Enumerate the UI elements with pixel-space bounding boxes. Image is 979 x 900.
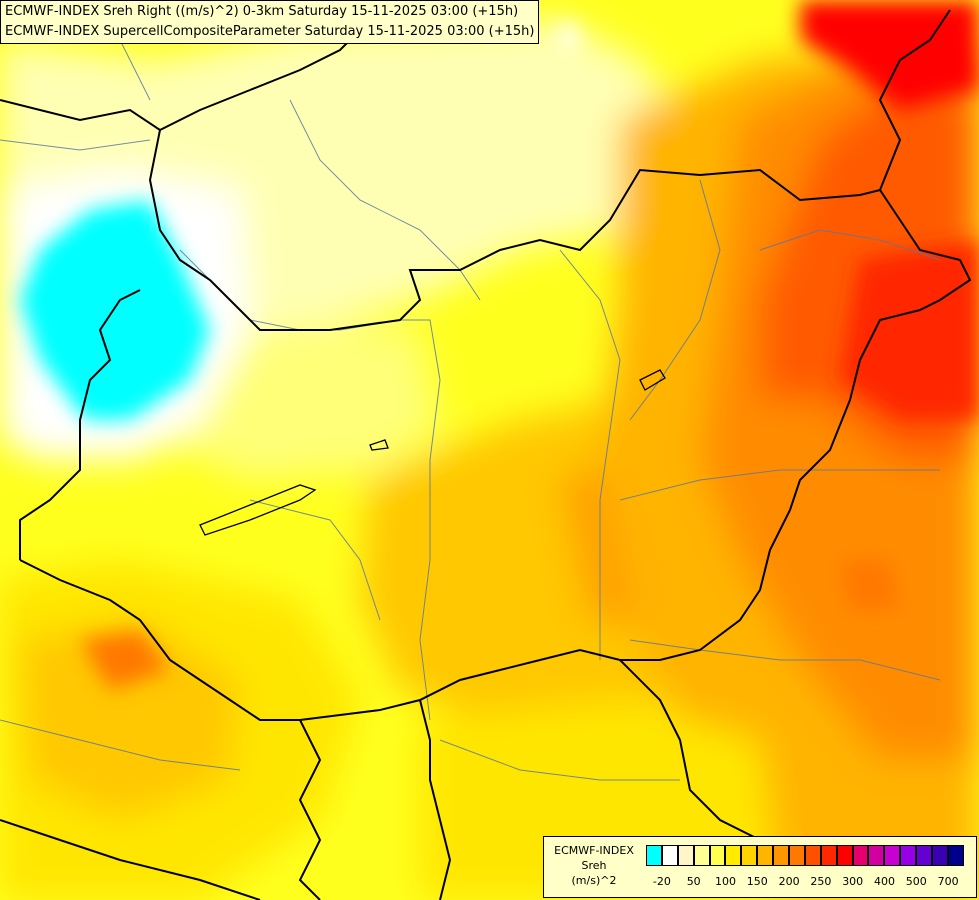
legend-swatch xyxy=(725,845,742,866)
field-detail xyxy=(20,0,979,690)
legend-title: ECMWF-INDEX Sreh (m/s)^2 xyxy=(546,843,642,888)
legend-swatch xyxy=(804,845,821,866)
lakes xyxy=(199,369,666,536)
title-line-1: ECMWF-INDEX Sreh Right ((m/s)^2) 0-3km S… xyxy=(5,4,519,19)
legend-tick-label: 100 xyxy=(715,875,736,888)
legend-swatch xyxy=(757,845,774,866)
legend-title-line-1: ECMWF-INDEX xyxy=(554,844,634,857)
legend-ticks: -20 50 100 150 200 250 300 400 500 700 xyxy=(646,875,976,889)
legend-swatch xyxy=(836,845,853,866)
map-title-box: ECMWF-INDEX Sreh Right ((m/s)^2) 0-3km S… xyxy=(0,0,539,44)
legend-swatch xyxy=(916,845,933,866)
legend-tick-label: 300 xyxy=(842,875,864,888)
legend-swatch xyxy=(820,845,837,866)
legend-tick-label: 250 xyxy=(810,875,832,888)
legend-tick-label: -20 xyxy=(652,875,671,888)
legend-swatch xyxy=(709,845,726,866)
legend-swatch xyxy=(741,845,758,866)
legend-swatch xyxy=(661,845,678,866)
legend-tick-label: 400 xyxy=(874,875,895,888)
legend-swatch xyxy=(947,845,964,866)
legend-title-line-2: Sreh xyxy=(581,859,607,872)
legend-tick-label: 500 xyxy=(905,875,927,888)
legend-tick-label: 150 xyxy=(746,875,768,888)
legend-swatch xyxy=(773,845,790,866)
legend-swatch xyxy=(789,845,805,866)
legend-swatch xyxy=(900,845,917,866)
legend-swatch xyxy=(693,845,710,866)
legend-tick-label: 200 xyxy=(778,875,800,888)
legend-swatch xyxy=(868,845,885,866)
legend-swatch xyxy=(646,845,662,866)
legend-tick-label: 50 xyxy=(686,875,701,888)
legend-swatch xyxy=(852,845,869,866)
legend-swatch xyxy=(884,845,901,866)
color-legend: ECMWF-INDEX Sreh (m/s)^2 -20 50 100 150 200 2… xyxy=(543,836,977,898)
legend-title-line-3: (m/s)^2 xyxy=(571,874,617,887)
legend-swatch xyxy=(932,845,948,866)
legend-color-bar xyxy=(646,845,964,866)
title-line-2: ECMWF-INDEX SupercellCompositeParameter … xyxy=(5,24,535,39)
legend-swatch xyxy=(677,845,694,866)
legend-tick-label: 700 xyxy=(937,875,959,888)
